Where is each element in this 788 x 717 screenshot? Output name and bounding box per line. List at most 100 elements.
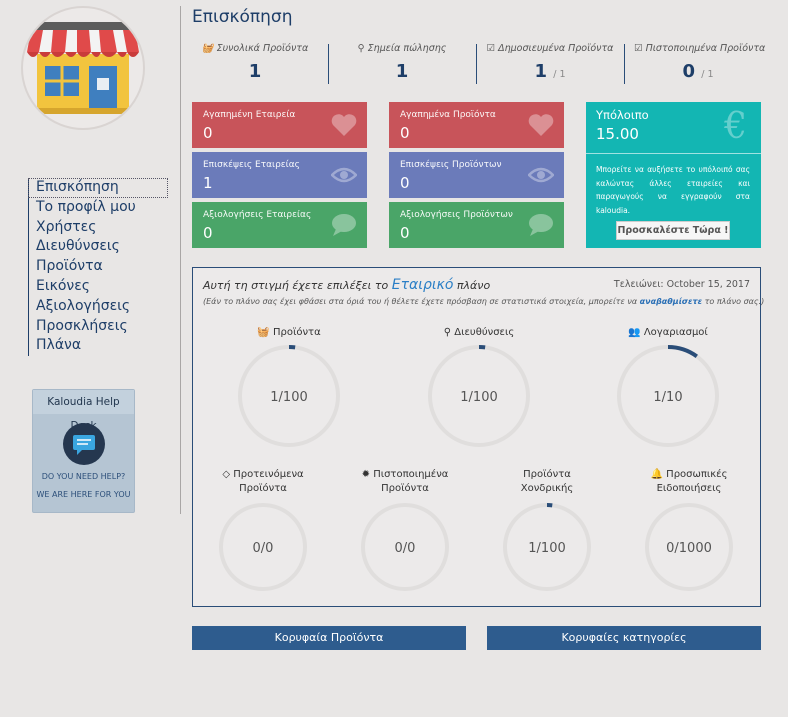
helpdesk-title: Kaloudia Help Desk [33,390,134,432]
plan-gauge: ✹ Πιστοποιημένα Προϊόντα 0/0 [355,468,455,592]
card-product-reviews[interactable]: Αξιολογήσεις Προϊόντων 0 [389,202,564,248]
certificate-icon: ✹ [361,469,374,480]
gauge-value: 0/1000 [666,541,712,556]
map-marker-icon: ⚲ [443,327,455,338]
sidebar-item-addresses[interactable]: Διευθύνσεις [28,237,168,258]
plan-title-suffix: πλάνο [456,279,491,292]
bell-icon: 🔔 [650,469,667,480]
plan-note: (Εάν το πλάνο σας έχει φθάσει στα όριά τ… [203,297,764,306]
stat-divider [476,44,477,84]
stat-label: Σημεία πώλησης [367,43,447,54]
card-product-favorites[interactable]: Αγαπημένα Προϊόντα 0 [389,102,564,148]
stat-label: Πιστοποιημένα Προϊόντα [645,43,766,54]
gauge-value: 1/10 [653,390,682,405]
plan-gauge: 🔔 Προσωπικές Ειδοποιήσεις 0/1000 [639,468,739,592]
helpdesk-line2: WE ARE HERE FOR YOU [36,490,131,499]
sidebar-item-images[interactable]: Εικόνες [28,276,168,297]
card-company-favorites[interactable]: Αγαπημένη Εταιρεία 0 [192,102,367,148]
sidebar-divider [180,6,181,514]
gauge-value: 1/100 [270,390,307,405]
plan-gauge: ⚲ Διευθύνσεις 1/100 [427,326,531,448]
gauge-ring: 1/100 [503,503,591,591]
card-label: Επισκέψεις Προϊόντων [400,160,502,170]
gauge-label: 🔔 Προσωπικές Ειδοποιήσεις [650,469,728,494]
card-value: 0 [400,224,410,242]
upgrade-link[interactable]: αναβαθμίσετε [639,297,703,306]
basket-icon: 🧺 [257,327,273,338]
stat-value: 0 [682,61,695,82]
map-marker-icon: ⚲ [357,43,365,54]
stat-divider [328,44,329,84]
comment-icon [332,214,356,236]
stat-value: 1 [395,61,409,82]
balance-label: Υπόλοιπο [596,108,649,122]
card-label: Αγαπημένα Προϊόντα [400,110,496,120]
card-label: Επισκέψεις Εταιρείας [203,160,300,170]
gauge-progress-arc [667,345,698,359]
sidebar-item-profile[interactable]: Το προφίλ μου [28,197,168,218]
stat-divider [624,44,625,84]
sidebar-item-overview[interactable]: Επισκόπηση [28,178,168,198]
plan-note-prefix: (Εάν το πλάνο σας έχει φθάσει στα όριά τ… [203,297,638,306]
card-value: 0 [400,124,410,142]
users-icon: 👥 [628,327,644,338]
card-company-visits[interactable]: Επισκέψεις Εταιρείας 1 [192,152,367,198]
sidebar-item-reviews[interactable]: Αξιολογήσεις [28,296,168,317]
card-product-visits[interactable]: Επισκέψεις Προϊόντων 0 [389,152,564,198]
gauge-label: ◇ Προτεινόμενα Προϊόντα [222,469,304,494]
helpdesk-widget[interactable]: Kaloudia Help Desk DO YOU NEED HELP? WE … [32,389,135,513]
gauge-label: 👥 Λογαριασμοί [628,327,708,338]
page-title: Επισκόπηση [192,7,293,27]
plan-gauge: ◇ Προτεινόμενα Προϊόντα 0/0 [213,468,313,592]
balance-divider [586,153,761,154]
top-products-button[interactable]: Κορυφαία Προϊόντα [192,626,466,650]
stat-certified-products: ☑ Πιστοποιημένα Προϊόντα 0 / 1 [634,43,765,87]
stat-label: Συνολικά Προϊόντα [216,43,309,54]
gauge-ring: 0/0 [219,503,307,591]
shop-icon [27,22,139,114]
card-value: 0 [203,224,213,242]
sidebar-item-plans[interactable]: Πλάνα [28,336,168,357]
plan-name: Εταιρικό [391,277,454,293]
card-company-reviews[interactable]: Αξιολογήσεις Εταιρείας 0 [192,202,367,248]
sidebar-item-invitations[interactable]: Προσκλήσεις [28,316,168,337]
gauge-label: 🧺 Προϊόντα [257,327,321,338]
sidebar-item-users[interactable]: Χρήστες [28,217,168,238]
plan-expiry: Τελειώνει: October 15, 2017 [613,279,750,290]
plan-title: Αυτή τη στιγμή έχετε επιλέξει το Εταιρικ… [203,277,490,293]
stat-points-of-sale: ⚲ Σημεία πώλησης 1 [338,43,466,87]
gauge-label: ⚲ Διευθύνσεις [443,327,515,338]
gauge-ring: 1/10 [617,345,719,447]
gauge-ring: 1/100 [238,345,340,447]
helpdesk-line1: DO YOU NEED HELP? [41,472,126,481]
plan-gauge: 👥 Λογαριασμοί 1/10 [616,326,720,448]
diamond-icon: ◇ [222,469,234,480]
stat-total-products: 🧺 Συνολικά Προϊόντα 1 [192,43,318,87]
card-label: Αγαπημένη Εταιρεία [203,110,296,120]
gauge-ring: 0/0 [361,503,449,591]
sidebar-nav: Επισκόπηση Το προφίλ μου Χρήστες Διευθύν… [28,178,168,357]
basket-icon: 🧺 [201,43,214,54]
comment-icon [529,214,553,236]
chat-icon [63,423,105,465]
euro-icon: € [724,106,747,147]
company-avatar [21,6,145,130]
plan-title-prefix: Αυτή τη στιγμή έχετε επιλέξει το [203,279,389,292]
heart-icon [331,114,357,136]
sidebar-item-products[interactable]: Προϊόντα [28,257,168,277]
card-label: Αξιολογήσεις Προϊόντων [400,210,513,220]
stat-value: 1 [534,61,547,82]
gauge-ring: 0/1000 [645,503,733,591]
gauge-value: 0/0 [253,541,274,556]
plan-gauge: 🧺 Προϊόντα 1/100 [237,326,341,448]
gauge-value: 0/0 [395,541,416,556]
eye-icon [331,167,357,183]
top-categories-button[interactable]: Κορυφαίες κατηγορίες [487,626,761,650]
balance-text: Μπορείτε να αυξήσετε το υπόλοιπό σας καλ… [596,165,750,215]
plan-note-suffix: το πλάνο σας.) [704,297,765,306]
heart-icon [528,114,554,136]
invite-now-button[interactable]: Προσκαλέστε Τώρα ! [616,221,730,240]
plan-gauge: Προϊόντα Χονδρικής 1/100 [497,468,597,592]
eye-icon [528,167,554,183]
plan-panel: Αυτή τη στιγμή έχετε επιλέξει το Εταιρικ… [192,267,764,607]
